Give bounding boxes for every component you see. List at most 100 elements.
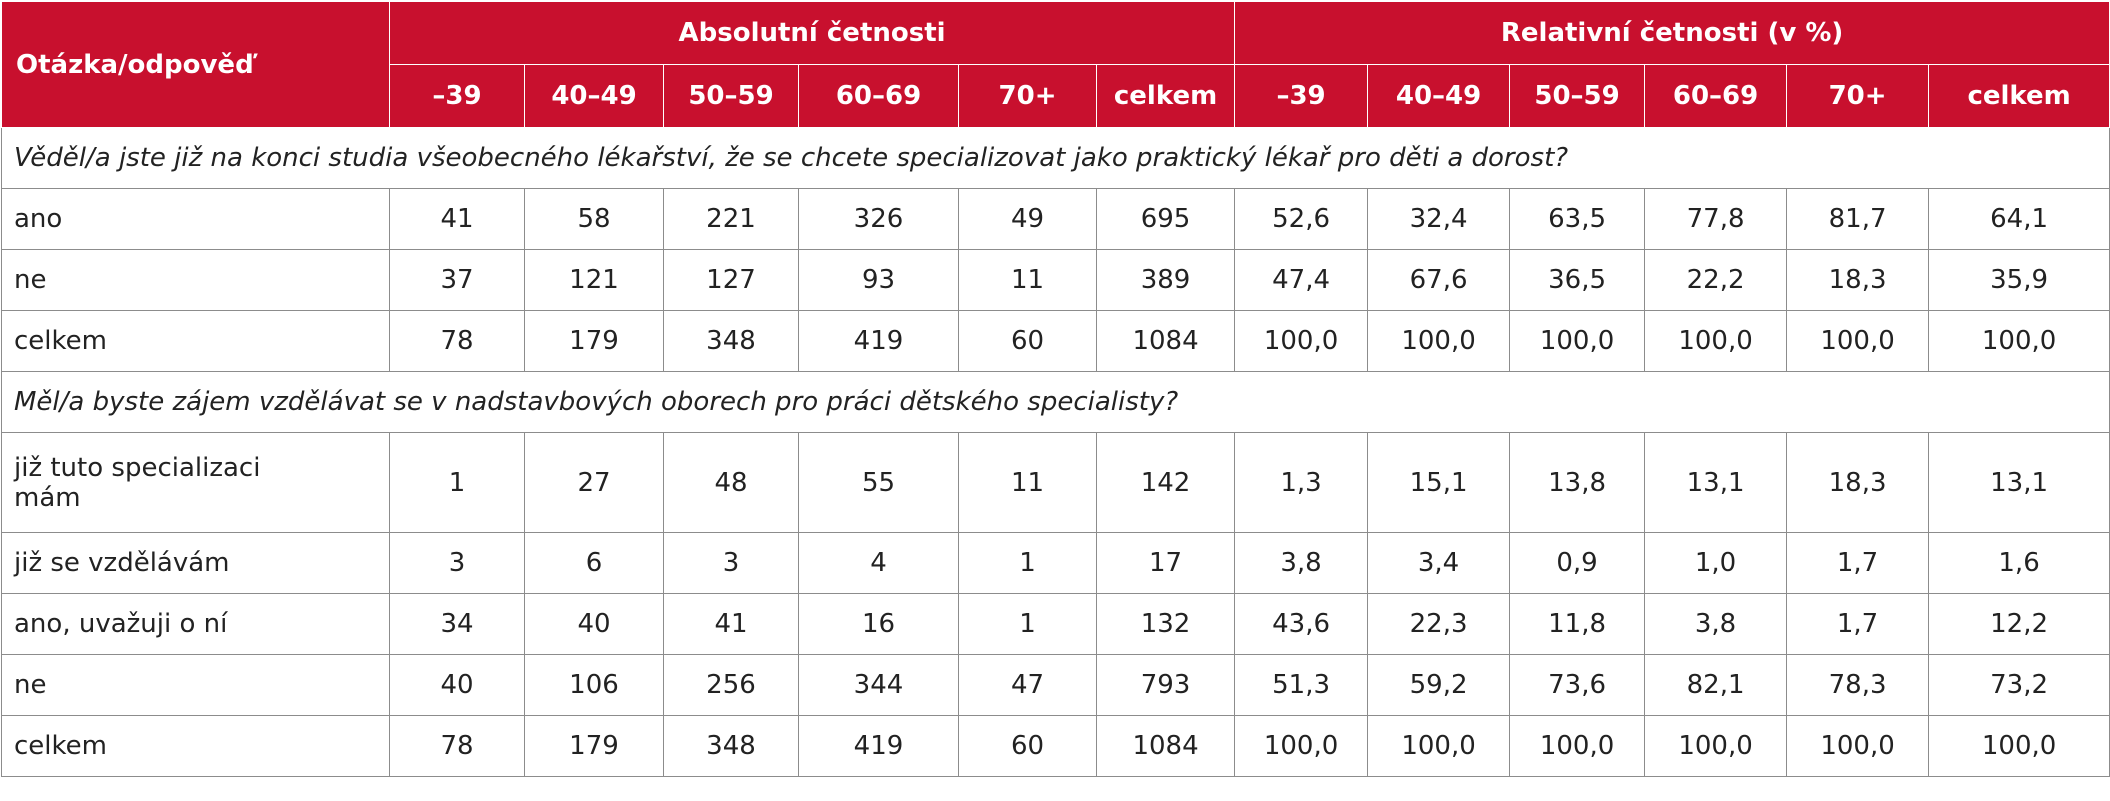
cell-value: 106 bbox=[524, 654, 664, 716]
column-header: 50–59 bbox=[1509, 64, 1646, 128]
data-row: celkem 78 179 348 419 60 1084 100,0 100,0 100,0 10… bbox=[1, 715, 2110, 777]
cell-value: 326 bbox=[798, 188, 959, 250]
cell-value: 49 bbox=[958, 188, 1097, 250]
column-header: –39 bbox=[389, 64, 525, 128]
data-row: ne 40 106 256 344 47 793 51,3 59,2 73,6 82,1 78,3 73… bbox=[1, 654, 2110, 716]
cell-value: 121 bbox=[524, 249, 664, 311]
cell-value: 100,0 bbox=[1928, 715, 2110, 777]
cell-value: 100,0 bbox=[1367, 310, 1511, 372]
cell-value: 132 bbox=[1095, 593, 1236, 655]
row-label: již tuto specializaci mám bbox=[1, 432, 390, 533]
header-row: Otázka/odpověď Absolutní četnosti Relativn… bbox=[1, 1, 2110, 128]
column-header: 50–59 bbox=[663, 64, 799, 128]
cell-value: 389 bbox=[1095, 249, 1236, 311]
cell-value: 13,8 bbox=[1509, 432, 1646, 533]
cell-value: 3,4 bbox=[1367, 532, 1511, 594]
row-label-text: ano, uvažuji o ní bbox=[14, 609, 228, 639]
section-row: Věděl/a jste již na konci studia všeobec… bbox=[0, 127, 2110, 189]
cell-value: 78 bbox=[389, 310, 525, 372]
column-header: 40–49 bbox=[1367, 64, 1511, 128]
cell-value: 419 bbox=[798, 715, 959, 777]
column-header: celkem bbox=[1928, 64, 2110, 128]
cell-value: 60 bbox=[958, 715, 1097, 777]
cell-value: 37 bbox=[389, 249, 525, 311]
row-label-text: celkem bbox=[14, 731, 107, 761]
data-row: celkem 78 179 348 419 60 1084 100,0 100,0 100,0 10… bbox=[1, 310, 2110, 372]
cell-value: 100,0 bbox=[1509, 310, 1646, 372]
cell-value: 13,1 bbox=[1928, 432, 2110, 533]
cell-value: 3,8 bbox=[1234, 532, 1369, 594]
group-header: Relativní četnosti (v %) bbox=[1234, 1, 2110, 65]
row-label: celkem bbox=[1, 715, 390, 777]
cell-value: 1 bbox=[958, 532, 1097, 594]
cell-value: 63,5 bbox=[1509, 188, 1646, 250]
row-label-text: ano bbox=[14, 204, 63, 234]
cell-value: 3 bbox=[389, 532, 525, 594]
cell-value: 1 bbox=[958, 593, 1097, 655]
cell-value: 32,4 bbox=[1367, 188, 1511, 250]
cell-value: 4 bbox=[798, 532, 959, 594]
data-row: ano, uvažuji o ní 34 40 41 16 1 132 43,6 22,3 11,… bbox=[1, 593, 2110, 655]
cell-value: 41 bbox=[389, 188, 525, 250]
cell-value: 15,1 bbox=[1367, 432, 1511, 533]
column-header: 60–69 bbox=[1644, 64, 1788, 128]
cell-value: 344 bbox=[798, 654, 959, 716]
cell-value: 40 bbox=[524, 593, 664, 655]
cell-value: 73,2 bbox=[1928, 654, 2110, 716]
cell-value: 22,3 bbox=[1367, 593, 1511, 655]
cell-value: 36,5 bbox=[1509, 249, 1646, 311]
cell-value: 127 bbox=[663, 249, 799, 311]
data-table: Otázka/odpověď Absolutní četnosti Relativn… bbox=[0, 1, 2110, 777]
column-header: 60–69 bbox=[798, 64, 959, 128]
cell-value: 16 bbox=[798, 593, 959, 655]
row-label: ano, uvažuji o ní bbox=[1, 593, 390, 655]
cell-value: 64,1 bbox=[1928, 188, 2110, 250]
cell-value: 11 bbox=[958, 432, 1097, 533]
cell-value: 18,3 bbox=[1786, 432, 1930, 533]
cell-value: 11,8 bbox=[1509, 593, 1646, 655]
column-header: 70+ bbox=[958, 64, 1097, 128]
cell-value: 22,2 bbox=[1644, 249, 1788, 311]
column-header: 40–49 bbox=[524, 64, 664, 128]
row-label-text: ne bbox=[14, 670, 47, 700]
cell-value: 18,3 bbox=[1786, 249, 1930, 311]
cell-value: 59,2 bbox=[1367, 654, 1511, 716]
header-cell: Otázka/odpověď bbox=[1, 1, 390, 128]
cell-value: 3 bbox=[663, 532, 799, 594]
cell-value: 34 bbox=[389, 593, 525, 655]
column-header: celkem bbox=[1095, 64, 1236, 128]
data-row: ano 41 58 221 326 49 695 52,6 32,4 63,5 77,8 81,7 64… bbox=[1, 188, 2110, 250]
cell-value: 78,3 bbox=[1786, 654, 1930, 716]
cell-value: 100,0 bbox=[1786, 310, 1930, 372]
cell-value: 695 bbox=[1095, 188, 1236, 250]
data-row: již se vzdělávám 3 6 3 4 1 17 3,8 3,4 0,9 1,0 1,7 1,… bbox=[1, 532, 2110, 594]
cell-value: 100,0 bbox=[1367, 715, 1511, 777]
cell-value: 100,0 bbox=[1234, 715, 1369, 777]
cell-value: 12,2 bbox=[1928, 593, 2110, 655]
cell-value: 82,1 bbox=[1644, 654, 1788, 716]
row-label-text: již tuto specializaci mám bbox=[14, 452, 261, 513]
cell-value: 93 bbox=[798, 249, 959, 311]
cell-value: 35,9 bbox=[1928, 249, 2110, 311]
cell-value: 51,3 bbox=[1234, 654, 1369, 716]
cell-value: 100,0 bbox=[1644, 310, 1788, 372]
cell-value: 1,7 bbox=[1786, 532, 1930, 594]
header-row: –39 40–49 50–59 60–69 70+ celkem –39 40–49 50–59… bbox=[2, 64, 2110, 128]
cell-value: 1,3 bbox=[1234, 432, 1369, 533]
row-label: ne bbox=[1, 654, 390, 716]
cell-value: 48 bbox=[663, 432, 799, 533]
cell-value: 1,6 bbox=[1928, 532, 2110, 594]
table-body: Věděl/a jste již na konci studia všeobec… bbox=[0, 127, 2110, 777]
column-header: 70+ bbox=[1786, 64, 1930, 128]
table-header: Otázka/odpověď Absolutní četnosti Relativn… bbox=[1, 1, 2110, 128]
cell-value: 419 bbox=[798, 310, 959, 372]
cell-value: 221 bbox=[663, 188, 799, 250]
cell-value: 3,8 bbox=[1644, 593, 1788, 655]
cell-value: 47,4 bbox=[1234, 249, 1369, 311]
cell-value: 17 bbox=[1095, 532, 1236, 594]
cell-value: 179 bbox=[524, 715, 664, 777]
row-label: ne bbox=[1, 249, 390, 311]
group-header: Absolutní četnosti bbox=[388, 1, 1236, 65]
question: Měl/a byste zájem vzdělávat se v nadstav… bbox=[0, 371, 2110, 433]
